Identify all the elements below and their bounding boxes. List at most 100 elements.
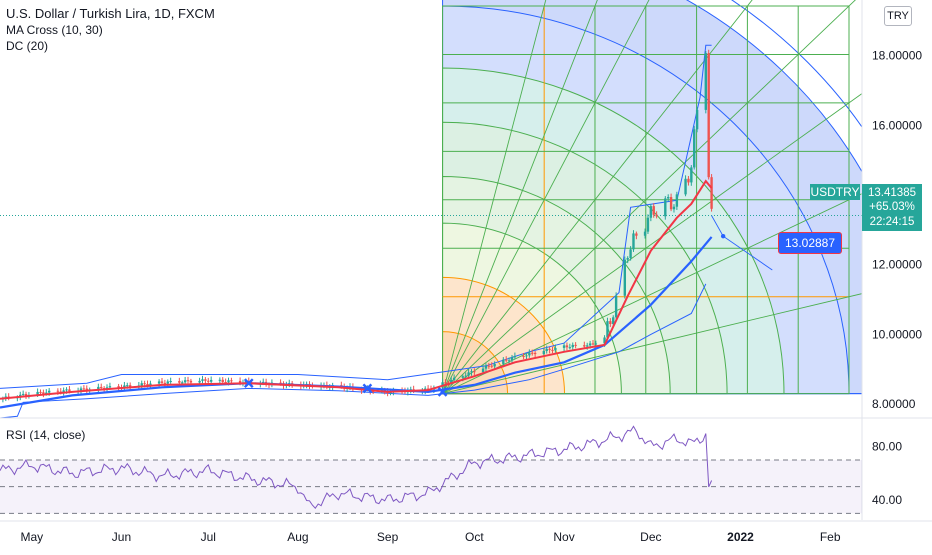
candle-body <box>56 390 60 392</box>
candle-body <box>45 392 48 394</box>
candle-body <box>531 352 534 354</box>
candle-body <box>632 233 635 250</box>
candle-body <box>279 382 282 384</box>
rsi-tick-label: 80.00 <box>872 440 902 454</box>
time-tick-label: Nov <box>553 530 574 544</box>
donchian-indicator-label[interactable]: DC (20) <box>6 39 49 53</box>
candle-body <box>123 385 126 388</box>
candle-body <box>444 382 447 384</box>
gann-ray-0 <box>442 293 862 395</box>
ma-fast-line <box>0 179 713 400</box>
time-tick-label: Sep <box>377 530 399 544</box>
candle-body <box>513 355 517 358</box>
candle-body <box>452 377 456 380</box>
candle-body <box>655 214 658 217</box>
candle-body <box>209 379 213 382</box>
candle-body <box>169 381 172 383</box>
candle-body <box>183 380 187 383</box>
gann-ray-7 <box>442 93 862 394</box>
candle-body <box>166 381 169 384</box>
candle-body <box>606 321 609 338</box>
time-tick-label: Jun <box>112 530 131 544</box>
candle-body <box>39 391 42 393</box>
candle-body <box>128 385 132 387</box>
candle-body <box>262 381 265 383</box>
candle-body <box>646 217 650 232</box>
candle-body <box>507 360 511 362</box>
candle-body <box>201 379 204 381</box>
candle-body <box>108 386 112 388</box>
candle-body <box>623 259 627 296</box>
candle-body <box>117 386 120 388</box>
bar-countdown: 22:24:15 <box>869 215 915 228</box>
candle-body <box>666 197 670 199</box>
candle-body <box>160 381 164 383</box>
gann-ray-2 <box>442 0 856 394</box>
candle-body <box>68 389 71 392</box>
candle-body <box>178 381 181 383</box>
candle-body <box>126 385 129 387</box>
ma-cross-marker-2 <box>437 387 448 397</box>
candle-body <box>198 380 201 383</box>
candle-body <box>493 363 496 367</box>
time-tick-label: May <box>20 530 43 544</box>
candle-body <box>181 382 184 384</box>
price-tick-label: 10.00000 <box>872 327 922 341</box>
candle-body <box>230 380 233 382</box>
candle-body <box>221 379 224 383</box>
candle-body <box>82 388 86 390</box>
projection-price-tag[interactable]: 13.02887 <box>778 232 842 254</box>
candle-body <box>510 357 514 361</box>
ma-cross-indicator-label[interactable]: MA Cross (10, 30) <box>6 23 103 37</box>
currency-button[interactable]: TRY <box>884 6 912 26</box>
candle-body <box>484 365 488 369</box>
candle-body <box>218 379 222 381</box>
candle-body <box>100 386 103 389</box>
candle-body <box>189 380 193 383</box>
candle-body <box>664 198 667 217</box>
gann-ray-3 <box>442 0 753 394</box>
ma-cross-marker-0 <box>243 378 254 389</box>
candle-body <box>675 194 679 207</box>
time-tick-label: Jul <box>201 530 216 544</box>
candle-body <box>24 393 28 396</box>
candle-body <box>687 178 690 183</box>
candle-body <box>586 345 589 347</box>
candle-body <box>545 348 548 352</box>
candle-body <box>542 351 546 355</box>
symbol-title[interactable]: U.S. Dollar / Turkish Lira, 1D, FXCM <box>6 6 215 21</box>
candle-body <box>710 177 713 209</box>
candle-body <box>473 371 476 373</box>
ma-slow-line <box>0 236 713 409</box>
gann-ray-4 <box>442 0 650 394</box>
candle-body <box>21 393 25 395</box>
price-tick-label: 8.00000 <box>872 397 916 411</box>
symbol-price-tag: USDTRY <box>810 184 860 200</box>
candle-body <box>643 231 647 236</box>
candle-body <box>450 379 453 383</box>
candle-body <box>583 345 586 347</box>
candle-body <box>426 388 430 390</box>
price-tick-label: 16.00000 <box>872 118 922 132</box>
candle-body <box>554 347 557 351</box>
gann-arc-outer <box>442 0 862 395</box>
candle-body <box>548 348 551 350</box>
candle-body <box>591 343 595 345</box>
candle-body <box>227 380 230 383</box>
candle-body <box>693 129 696 168</box>
candle-body <box>65 389 68 391</box>
candle-body <box>528 352 531 356</box>
candle-body <box>522 355 525 357</box>
time-tick-label: Feb <box>820 530 841 544</box>
candle-body <box>594 343 598 345</box>
candle-body <box>481 368 485 373</box>
candle-body <box>690 167 693 183</box>
rsi-indicator-label[interactable]: RSI (14, close) <box>6 428 86 442</box>
candle-body <box>649 206 653 218</box>
candle-body <box>163 382 167 384</box>
candle-body <box>565 345 569 348</box>
candle-body <box>146 383 149 386</box>
candle-body <box>238 380 242 384</box>
price-tick-label: 12.00000 <box>872 258 922 272</box>
candle-body <box>157 381 161 384</box>
